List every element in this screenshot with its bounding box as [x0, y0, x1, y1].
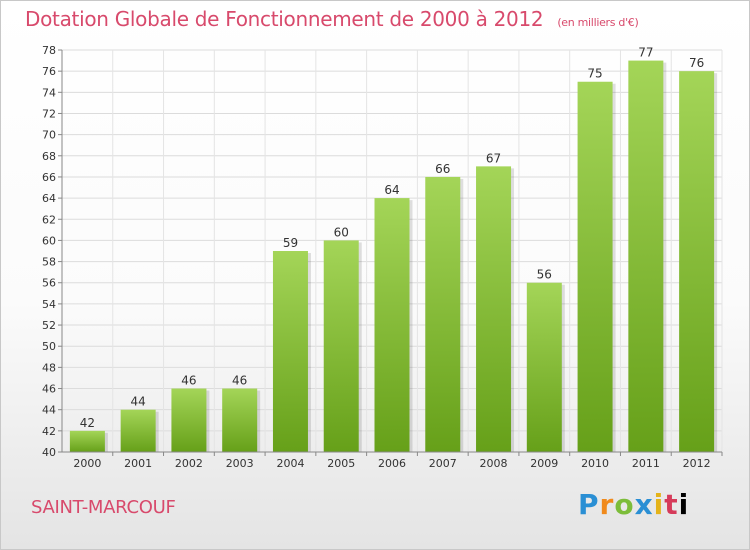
- bar: [628, 60, 664, 452]
- x-tick-label: 2006: [378, 457, 406, 470]
- data-label: 46: [181, 374, 196, 388]
- bar: [679, 71, 715, 452]
- title-unit: (en milliers d'€): [557, 16, 639, 29]
- x-tick-label: 2004: [276, 457, 304, 470]
- y-tick-label: 72: [42, 107, 56, 120]
- bar: [69, 430, 105, 452]
- y-tick-label: 78: [42, 44, 56, 57]
- proxiti-logo: Proxiti: [578, 488, 690, 521]
- bar: [120, 409, 156, 452]
- y-tick-label: 40: [42, 446, 56, 459]
- x-tick-label: 2005: [327, 457, 355, 470]
- y-tick-label: 44: [42, 404, 56, 417]
- chart-title: Dotation Globale de Fonctionnement de 20…: [25, 7, 639, 31]
- x-tick-label: 2000: [73, 457, 101, 470]
- x-tick-label: 2002: [175, 457, 203, 470]
- data-label: 75: [587, 67, 602, 81]
- bar: [577, 81, 613, 452]
- data-label: 42: [80, 416, 95, 430]
- data-label: 76: [689, 56, 704, 70]
- data-label: 60: [334, 225, 349, 239]
- y-tick-label: 50: [42, 340, 56, 353]
- data-label: 44: [131, 395, 146, 409]
- bar: [425, 176, 461, 452]
- data-label: 64: [384, 183, 399, 197]
- data-label: 59: [283, 236, 298, 250]
- y-tick-label: 58: [42, 256, 56, 269]
- axes: 40 42 44 46 48 50 52 54 56 58 60 62 64 66 68 70 72 74 76 78…: [42, 44, 723, 470]
- data-label: 56: [537, 268, 552, 282]
- y-tick-label: 42: [42, 425, 56, 438]
- y-tick-label: 56: [42, 277, 56, 290]
- x-tick-label: 2007: [429, 457, 457, 470]
- commune-name: SAINT-MARCOUF: [31, 497, 176, 518]
- y-tick-label: 68: [42, 150, 56, 163]
- y-tick-label: 76: [42, 65, 56, 78]
- y-tick-label: 70: [42, 129, 56, 142]
- y-tick-label: 54: [42, 298, 56, 311]
- bar: [374, 198, 410, 452]
- y-tick-label: 64: [42, 192, 56, 205]
- bar: [476, 166, 512, 453]
- y-tick-label: 60: [42, 234, 56, 247]
- bar: [171, 388, 207, 452]
- y-tick-label: 52: [42, 319, 56, 332]
- data-label: 77: [638, 46, 653, 60]
- x-tick-label: 2001: [124, 457, 152, 470]
- x-tick-label: 2011: [632, 457, 660, 470]
- x-tick-label: 2010: [581, 457, 609, 470]
- bar: [222, 388, 258, 452]
- x-tick-label: 2008: [480, 457, 508, 470]
- title-text: Dotation Globale de Fonctionnement de 20…: [25, 7, 544, 31]
- y-tick-label: 46: [42, 383, 56, 396]
- x-tick-label: 2012: [683, 457, 711, 470]
- data-label: 46: [232, 374, 247, 388]
- y-tick-label: 74: [42, 86, 56, 99]
- bar: [272, 251, 308, 452]
- data-label: 66: [435, 162, 450, 176]
- y-tick-label: 66: [42, 171, 56, 184]
- bar: [323, 240, 359, 452]
- x-tick-label: 2003: [226, 457, 254, 470]
- bars: 42 44 46 46 59 60 64 66 67 56 75 77 76: [69, 46, 718, 453]
- y-tick-label: 62: [42, 213, 56, 226]
- data-label: 67: [486, 151, 501, 165]
- bar: [526, 282, 562, 452]
- x-tick-label: 2009: [530, 457, 558, 470]
- y-tick-label: 48: [42, 361, 56, 374]
